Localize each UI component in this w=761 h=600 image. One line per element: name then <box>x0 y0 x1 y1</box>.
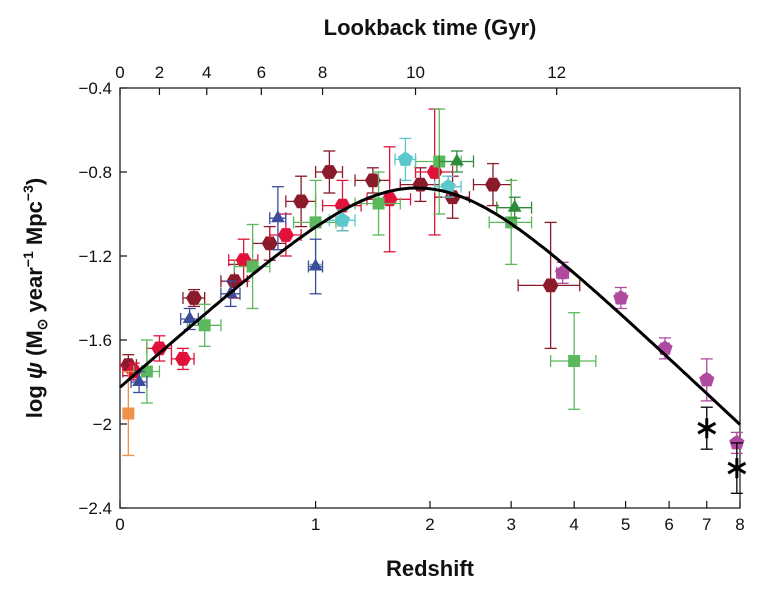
data-point-group <box>186 303 222 347</box>
x-tick-label: 4 <box>569 515 578 534</box>
data-point-hexagon <box>485 177 501 192</box>
x-tick-label: 5 <box>621 515 630 534</box>
y-tick-label: −1.2 <box>78 247 112 266</box>
data-point-square <box>198 319 211 332</box>
data-point-group <box>354 171 401 236</box>
data-point-pentagon <box>334 212 351 227</box>
data-point-group <box>307 238 324 295</box>
data-point-square <box>122 407 135 420</box>
x-tick-label: 2 <box>425 515 434 534</box>
y-tick-label: −2.4 <box>78 499 112 518</box>
data-point-triangle <box>132 374 146 386</box>
data-point-hexagon <box>364 173 381 188</box>
top-axis-title: Lookback time (Gyr) <box>324 15 537 40</box>
data-point-pentagon <box>729 434 745 450</box>
data-point-group <box>472 162 512 207</box>
data-point-hexagon <box>321 165 338 179</box>
data-point-square <box>568 355 581 367</box>
data-point-pentagon <box>657 340 673 355</box>
data-point-hexagon <box>542 278 559 293</box>
top-tick-label: 6 <box>257 63 266 82</box>
x-tick-label: 8 <box>735 515 744 534</box>
top-tick-label: 12 <box>547 63 566 82</box>
data-point-hexagon <box>186 291 202 305</box>
top-tick-label: 2 <box>155 63 164 82</box>
data-point-group <box>438 150 475 173</box>
data-point-group <box>699 358 715 402</box>
data-point-group <box>328 209 356 232</box>
y-tick-label: −0.8 <box>78 163 112 182</box>
top-tick-label: 10 <box>406 63 425 82</box>
data-point-hexagon <box>381 192 398 207</box>
best-fit-curve <box>119 186 742 426</box>
plot-frame <box>119 87 741 509</box>
y-axis-title: log ψ (M⊙ year−1 Mpc−3) <box>20 178 50 418</box>
data-point-group <box>182 288 206 308</box>
data-point-square <box>372 197 385 210</box>
data-point-triangle <box>182 311 197 323</box>
data-point-group <box>549 312 597 410</box>
x-tick-label: 7 <box>702 515 711 534</box>
data-point-triangle <box>308 258 323 271</box>
data-point-hexagon <box>261 236 278 251</box>
y-tick-label: −2 <box>93 415 112 434</box>
data-point-hexagon <box>277 228 294 242</box>
data-point-star <box>727 458 747 479</box>
x-tick-label: 3 <box>506 515 515 534</box>
data-point-group <box>394 137 417 182</box>
data-point-group <box>555 261 571 284</box>
y-tick-label: −0.4 <box>78 79 112 98</box>
data-point-group <box>122 370 135 457</box>
x-tick-label: 6 <box>664 515 673 534</box>
top-tick-label: 0 <box>115 63 124 82</box>
data-point-group <box>496 196 533 219</box>
x-axis-title: Redshift <box>386 556 475 581</box>
data-point-pentagon <box>397 151 414 166</box>
data-marks <box>119 108 747 494</box>
data-point-star <box>697 418 717 439</box>
data-point-triangle <box>507 199 522 212</box>
top-tick-label: 8 <box>318 63 327 82</box>
data-point-group <box>697 406 717 450</box>
y-tick-label: −1.6 <box>78 331 112 350</box>
data-point-pentagon <box>699 371 715 387</box>
data-point-group <box>170 347 195 371</box>
data-point-hexagon <box>151 341 168 356</box>
data-point-group <box>314 150 344 194</box>
top-tick-label: 4 <box>202 63 211 82</box>
data-point-square <box>246 260 259 273</box>
data-point-pentagon <box>440 178 456 194</box>
data-point-group <box>613 286 629 310</box>
data-point-hexagon <box>293 194 310 209</box>
axis-ticks: 0 1 2 3 4 5 6 7 8−0.4−0.8−1.2−1.6−2−2.40 2 4 6 8 10 12 <box>78 63 744 534</box>
data-point-triangle <box>450 153 464 166</box>
data-point-triangle <box>271 210 285 223</box>
data-point-group <box>414 108 454 236</box>
x-tick-label: 0 <box>115 515 124 534</box>
data-point-hexagon <box>175 352 191 366</box>
data-point-group <box>517 221 581 350</box>
x-tick-label: 1 <box>311 515 320 534</box>
data-point-group <box>727 442 747 494</box>
data-point-pentagon <box>613 290 629 305</box>
